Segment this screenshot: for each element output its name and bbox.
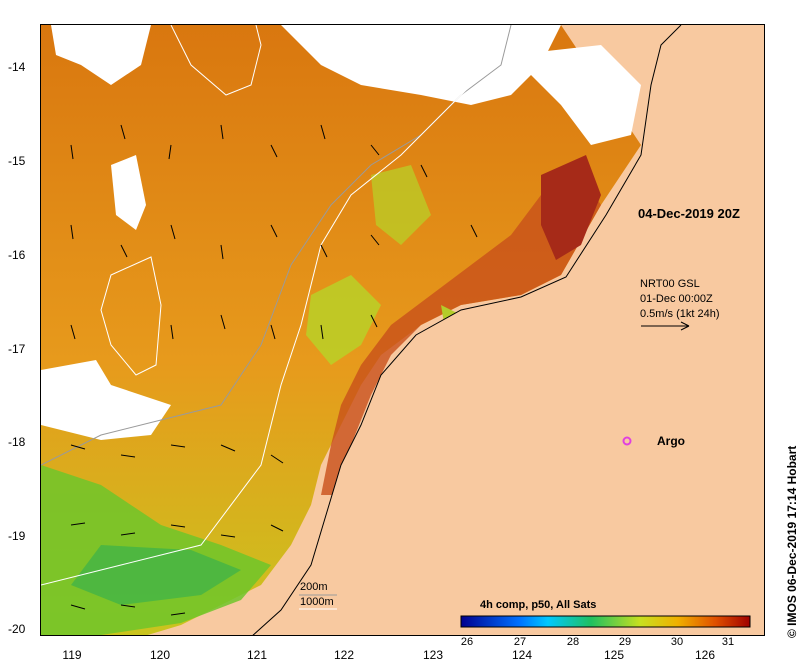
lon-label: 119 [62,648,82,662]
colorbar-tick: 30 [670,636,684,648]
contour-legend-200m: 200m [300,581,328,593]
date-label: 04-Dec-2019 20Z [638,206,740,221]
warm-bay-patch [541,155,601,260]
current-legend-time: 01-Dec 00:00Z [640,293,713,305]
sst-map-canvas [41,25,764,635]
lon-label: 125 [603,648,625,662]
lon-label: 122 [333,648,355,662]
cloud-patch-southwest [41,360,171,440]
lon-label: 123 [422,648,444,662]
colorbar-tick: 29 [618,636,632,648]
colorbar [460,615,751,628]
current-legend-source: NRT00 GSL [640,278,700,290]
argo-label: Argo [657,434,685,448]
colorbar-tick: 27 [513,636,527,648]
cloud-patch-northeast [281,25,561,105]
lon-label: 121 [246,648,268,662]
contour-200m [41,25,512,466]
lon-label: 120 [149,648,171,662]
colorbar-tick: 28 [566,636,580,648]
lat-label: -18 [8,435,26,449]
lat-label: -15 [8,154,26,168]
lat-label: -19 [8,529,26,543]
colorbar-tick: 26 [460,636,474,648]
cloud-patch-west [111,155,146,230]
current-scale-arrowhead [680,321,690,331]
map-plot-area [40,24,765,636]
lat-label: -17 [8,342,26,356]
cool-core [71,545,241,605]
lat-label: -14 [8,60,26,74]
eddy-contour-north [170,25,262,96]
colorbar-title: 4h comp, p50, All Sats [480,599,597,611]
credit-label: © IMOS 06-Dec-2019 17:14 Hobart [785,445,799,638]
cloud-patch-east [511,45,641,145]
current-legend-scale: 0.5m/s (1kt 24h) [640,308,720,320]
eddy-contour [100,256,162,376]
coastline [252,25,682,635]
argo-float-marker [622,436,632,446]
warm-coastal-band [321,175,601,495]
contour-legend-1000m: 1000m [300,596,334,608]
land-mass [253,25,764,635]
lon-label: 124 [511,648,533,662]
cloud-patch-north [51,25,151,85]
cool-streak-1 [306,275,381,365]
lat-label: -16 [8,248,26,262]
colorbar-tick: 31 [721,636,735,648]
current-vectors [70,124,478,616]
lat-label: -20 [8,622,26,636]
contour-1000m [41,84,472,586]
cool-streak-2 [371,165,431,245]
lon-label: 126 [694,648,716,662]
